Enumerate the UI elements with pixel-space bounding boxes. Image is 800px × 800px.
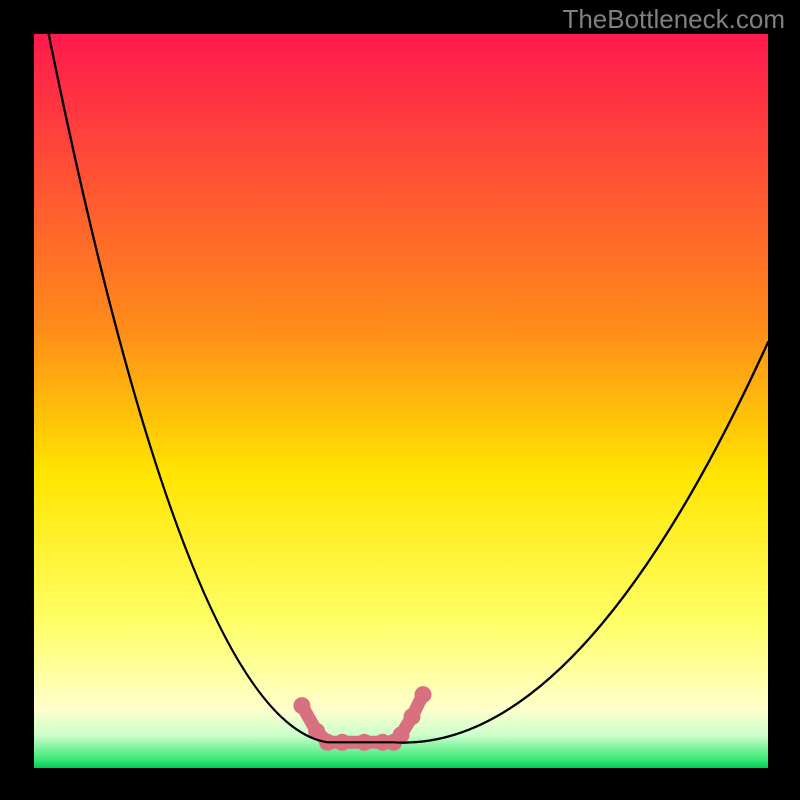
watermark-text: TheBottleneck.com: [562, 4, 785, 35]
bottleneck-chart: [34, 34, 768, 768]
gradient-background: [34, 34, 768, 768]
highlight-marker: [404, 708, 421, 725]
highlight-marker: [293, 697, 310, 714]
highlight-marker: [393, 726, 410, 743]
chart-stage: TheBottleneck.com: [0, 0, 800, 800]
highlight-marker: [415, 686, 432, 703]
